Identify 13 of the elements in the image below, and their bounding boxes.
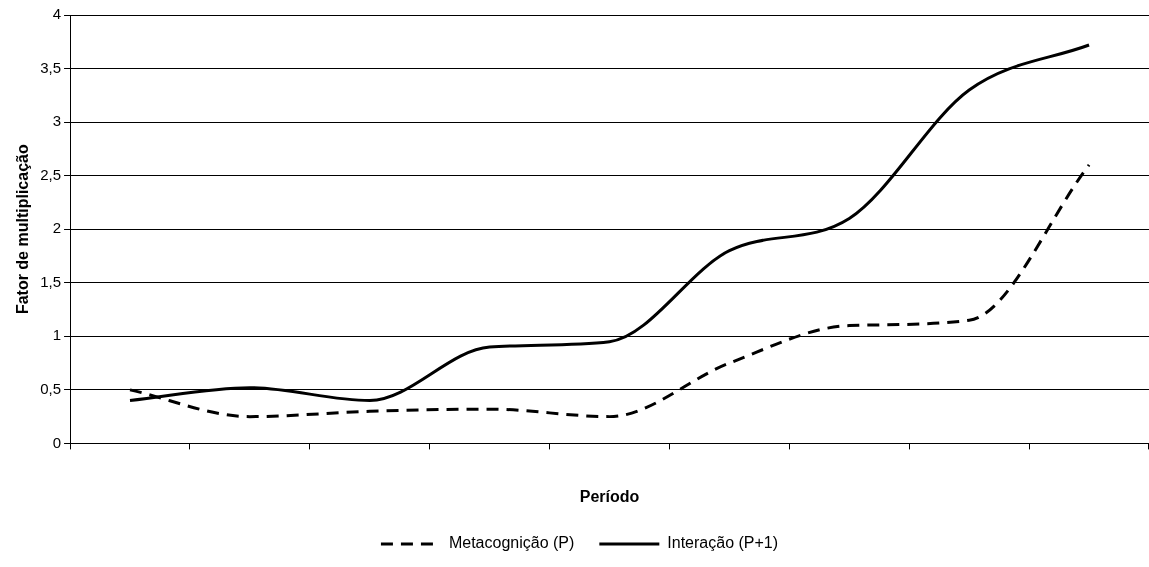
y-axis-title: Fator de multiplicação [14, 144, 32, 315]
y-tick-label: 0 [52, 433, 62, 451]
y-tick-label: 1 [52, 326, 62, 344]
y-tick-label: 2,5 [40, 165, 62, 183]
y-tick-label: 2 [52, 219, 62, 237]
y-tick-label: 3 [52, 112, 62, 130]
y-tick-label: 0,5 [40, 379, 62, 397]
x-axis-title: Período [579, 487, 640, 505]
y-tick-label: 3,5 [40, 58, 62, 76]
legend-label: Interação (P+1) [667, 534, 779, 552]
legend-label: Metacognição (P) [448, 534, 575, 552]
y-tick-label: 4 [52, 5, 62, 23]
y-tick-label: 1,5 [40, 272, 62, 290]
